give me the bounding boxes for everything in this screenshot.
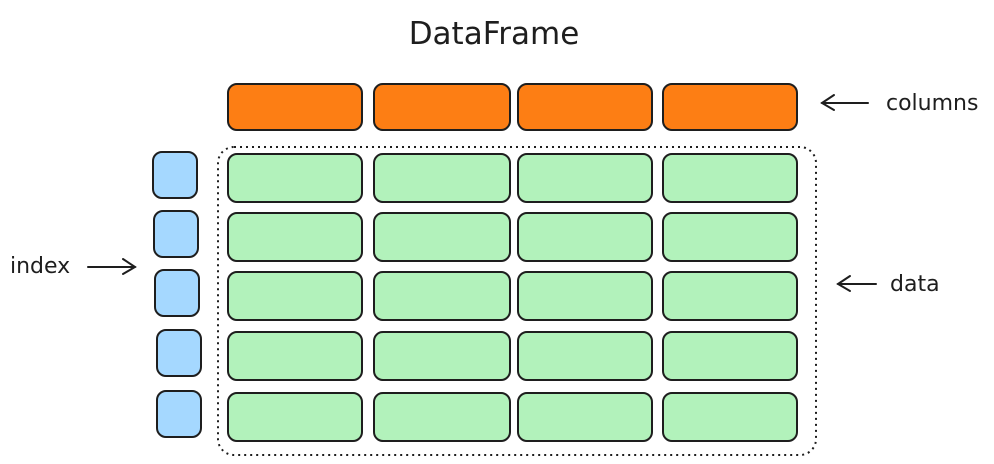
data-cell-box [373, 271, 511, 321]
index-group [152, 151, 202, 438]
data-cell-box [662, 212, 798, 262]
index-arrow-icon [87, 258, 137, 275]
data-label: data [890, 272, 940, 297]
data-arrow-icon [836, 275, 877, 292]
data-cell-box [373, 331, 511, 381]
column-header-box [517, 83, 653, 131]
data-cell-box [662, 271, 798, 321]
data-cell-box [517, 212, 653, 262]
data-cell-box [373, 392, 511, 442]
column-header-box [373, 83, 511, 131]
index-box [156, 390, 202, 438]
data-cell-box [227, 153, 363, 203]
index-box [154, 269, 200, 317]
index-box [152, 151, 198, 199]
index-box [156, 329, 202, 377]
data-cell-box [662, 331, 798, 381]
data-cell-box [517, 271, 653, 321]
index-label: index [10, 254, 70, 279]
columns-group [227, 83, 798, 131]
data-cell-box [227, 271, 363, 321]
data-cell-box [662, 153, 798, 203]
columns-label: columns [886, 91, 978, 116]
data-cell-box [373, 153, 511, 203]
index-box [153, 210, 199, 258]
data-cell-box [662, 392, 798, 442]
data-cell-box [227, 212, 363, 262]
column-header-box [227, 83, 363, 131]
data-region-outline [217, 146, 817, 456]
columns-arrow-icon [820, 94, 869, 111]
data-cell-box [227, 331, 363, 381]
data-cell-box [227, 392, 363, 442]
data-cell-box [517, 392, 653, 442]
column-header-box [662, 83, 798, 131]
data-cell-box [517, 153, 653, 203]
data-cell-box [373, 212, 511, 262]
data-cell-box [517, 331, 653, 381]
data-group [227, 153, 798, 442]
diagram-title: DataFrame [409, 16, 580, 52]
